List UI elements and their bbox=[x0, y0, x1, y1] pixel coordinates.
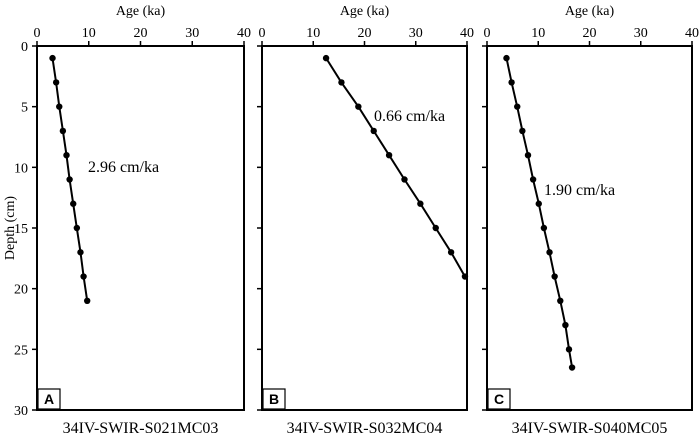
data-point bbox=[56, 103, 63, 110]
x-tick-label: 40 bbox=[460, 26, 474, 41]
data-point bbox=[401, 176, 408, 183]
y-tick-label: 0 bbox=[21, 40, 28, 55]
x-axis-title: Age (ka) bbox=[565, 4, 615, 19]
plot-frame bbox=[486, 45, 693, 411]
data-point bbox=[557, 297, 564, 304]
x-tick-label: 0 bbox=[34, 26, 41, 41]
data-point bbox=[66, 176, 73, 183]
x-tick-label: 30 bbox=[634, 26, 648, 41]
rate-annotation: 1.90 cm/ka bbox=[544, 182, 615, 199]
data-point bbox=[562, 321, 569, 329]
y-tick-label: 10 bbox=[14, 161, 28, 176]
data-point bbox=[52, 79, 60, 86]
data-point bbox=[503, 54, 510, 62]
station-label: 34IV-SWIR-S021MC03 bbox=[63, 420, 219, 437]
x-tick-label: 20 bbox=[358, 26, 372, 41]
x-tick-label: 20 bbox=[134, 26, 148, 41]
data-point bbox=[385, 152, 393, 159]
x-tick-label: 20 bbox=[583, 26, 597, 41]
rate-annotation: 0.66 cm/ka bbox=[374, 108, 445, 125]
data-point bbox=[322, 54, 330, 62]
data-point bbox=[432, 224, 439, 232]
data-point bbox=[49, 54, 56, 62]
panels-group: 0 10 20 30 40 Age (ka) 0 5 10 15 20 25 30 2.96 cm/ka A… bbox=[14, 4, 699, 437]
data-point bbox=[447, 249, 455, 256]
data-point bbox=[370, 127, 377, 135]
y-tick-label: 20 bbox=[14, 283, 28, 298]
x-tick-label: 0 bbox=[259, 26, 266, 41]
data-point bbox=[540, 224, 548, 232]
data-point bbox=[551, 273, 558, 280]
data-point bbox=[70, 200, 77, 207]
data-point bbox=[417, 200, 424, 207]
x-tick-label: 10 bbox=[306, 26, 320, 41]
data-point bbox=[83, 297, 91, 304]
panel-letter: C bbox=[494, 391, 504, 407]
panel-c: 0 10 20 30 40 Age (ka) 1.90 cm/ka C 34IV-SWIR-S0… bbox=[482, 4, 699, 437]
x-tick-label: 10 bbox=[82, 26, 96, 41]
data-point bbox=[63, 152, 70, 159]
x-tick-label: 30 bbox=[185, 26, 199, 41]
data-point bbox=[519, 127, 526, 135]
x-tick-label: 30 bbox=[409, 26, 423, 41]
y-tick-label: 5 bbox=[21, 101, 28, 116]
data-point bbox=[524, 152, 532, 159]
y-tick-label: 25 bbox=[14, 343, 28, 358]
data-point bbox=[508, 79, 515, 86]
data-point bbox=[338, 79, 345, 86]
panel-b: 0 10 20 30 40 Age (ka) 0.66 cm/ka B 34IV-SWIR-S0… bbox=[257, 4, 474, 437]
x-axis-title: Age (ka) bbox=[340, 4, 390, 19]
station-label: 34IV-SWIR-S040MC05 bbox=[512, 420, 668, 437]
x-tick-label: 0 bbox=[484, 26, 491, 41]
data-point bbox=[568, 364, 576, 371]
data-point bbox=[59, 127, 67, 135]
y-tick-label: 15 bbox=[14, 222, 28, 237]
panel-letter: B bbox=[269, 391, 279, 407]
x-tick-label: 40 bbox=[237, 26, 251, 41]
rate-annotation: 2.96 cm/ka bbox=[88, 159, 159, 176]
data-point bbox=[514, 103, 521, 110]
data-point bbox=[355, 103, 362, 110]
data-point bbox=[80, 273, 87, 280]
plot-frame bbox=[36, 45, 245, 411]
series-line bbox=[505, 57, 574, 368]
data-point bbox=[535, 200, 542, 207]
y-tick-label: 30 bbox=[14, 404, 28, 419]
panel-a: 0 10 20 30 40 Age (ka) 0 5 10 15 20 25 30 2.96 cm/ka A… bbox=[14, 4, 251, 437]
data-point bbox=[461, 273, 469, 280]
series-line bbox=[325, 57, 466, 277]
data-point bbox=[565, 346, 573, 353]
panel-letter-box bbox=[37, 388, 61, 410]
x-tick-label: 40 bbox=[685, 26, 699, 41]
x-tick-label: 10 bbox=[531, 26, 545, 41]
panel-letter-box bbox=[262, 388, 286, 410]
data-point bbox=[529, 176, 537, 183]
x-axis-title: Age (ka) bbox=[116, 4, 166, 19]
station-label: 34IV-SWIR-S032MC04 bbox=[287, 420, 443, 437]
data-point bbox=[546, 249, 553, 256]
panel-letter: A bbox=[44, 391, 54, 407]
y-axis-title: Depth (cm) bbox=[3, 196, 18, 260]
data-point bbox=[77, 249, 84, 256]
panel-letter-box bbox=[487, 388, 511, 410]
data-point bbox=[73, 224, 81, 232]
